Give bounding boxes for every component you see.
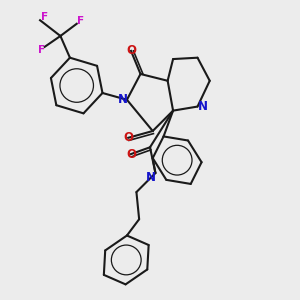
Text: O: O	[123, 131, 133, 144]
Text: O: O	[126, 44, 136, 57]
Text: F: F	[77, 16, 84, 26]
Text: N: N	[146, 171, 156, 184]
Text: N: N	[118, 93, 128, 106]
Text: N: N	[198, 100, 208, 113]
Text: F: F	[40, 12, 48, 22]
Text: O: O	[126, 148, 136, 160]
Text: F: F	[38, 45, 45, 55]
